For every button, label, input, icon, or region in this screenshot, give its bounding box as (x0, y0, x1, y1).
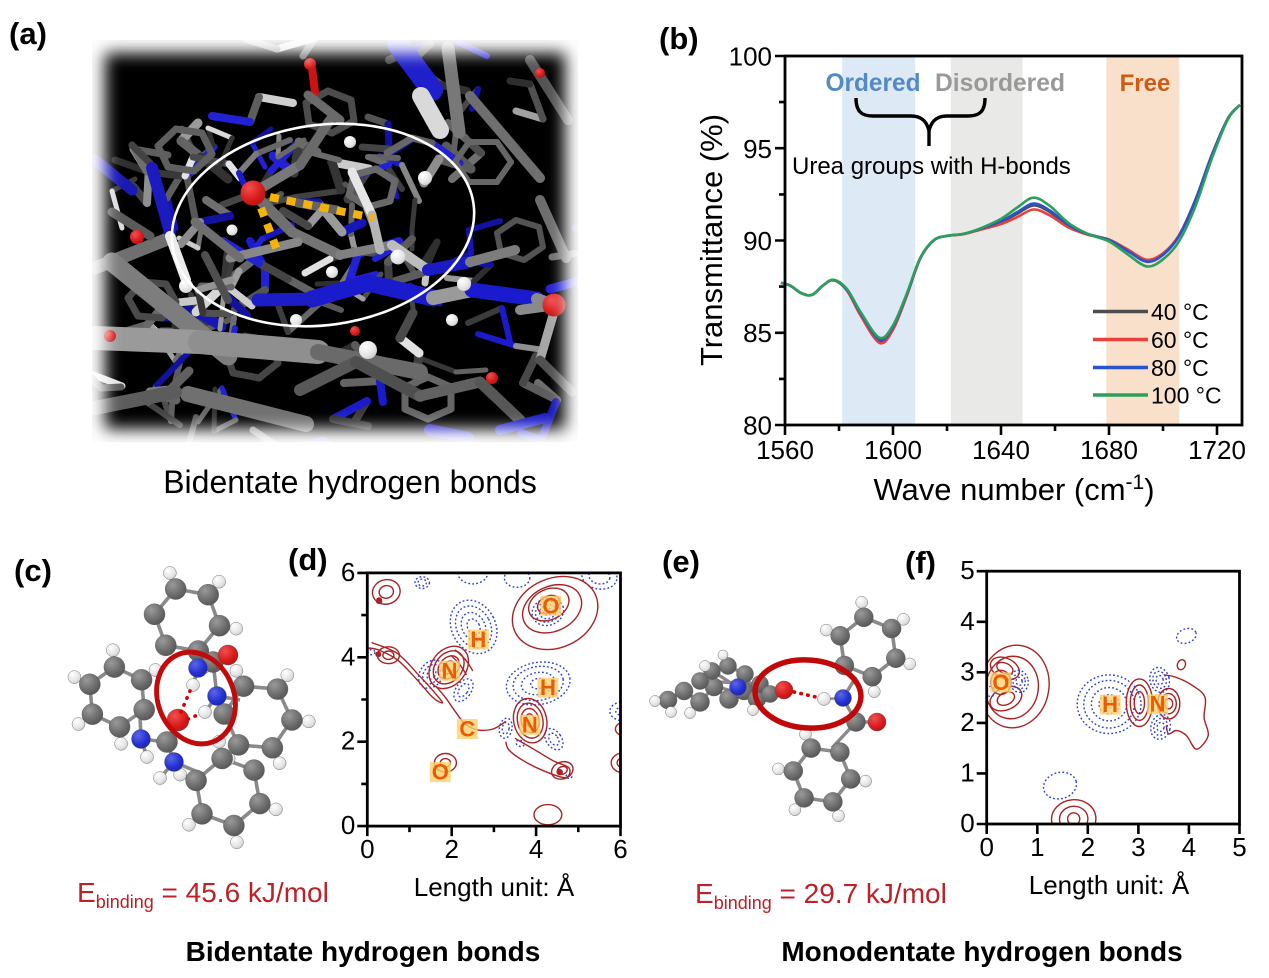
svg-text:Wave number (cm-1): Wave number (cm-1) (873, 471, 1154, 507)
svg-text:90: 90 (743, 226, 772, 256)
svg-text:3: 3 (1131, 832, 1145, 862)
svg-text:O: O (992, 670, 1009, 695)
svg-text:3: 3 (960, 656, 974, 686)
svg-text:85: 85 (743, 318, 772, 348)
svg-text:Bidentate hydrogen bonds: Bidentate hydrogen bonds (186, 936, 541, 967)
svg-text:(f): (f) (905, 545, 936, 580)
svg-text:Length unit: Å: Length unit: Å (414, 872, 575, 902)
svg-text:Length unit: Å: Length unit: Å (1029, 870, 1190, 900)
svg-text:(e): (e) (662, 544, 700, 579)
svg-text:5: 5 (960, 555, 974, 585)
svg-text:Transmittance (%): Transmittance (%) (694, 114, 729, 366)
svg-text:100 °C: 100 °C (1151, 383, 1222, 409)
svg-text:80: 80 (743, 411, 772, 441)
svg-text:1640: 1640 (972, 435, 1030, 465)
svg-text:0: 0 (341, 810, 355, 840)
svg-text:H: H (470, 627, 486, 652)
svg-text:(b): (b) (659, 21, 699, 56)
svg-text:Urea groups with H-bonds: Urea groups with H-bonds (792, 153, 1071, 180)
svg-text:6: 6 (613, 834, 627, 864)
svg-text:2: 2 (1081, 832, 1095, 862)
svg-text:1720: 1720 (1188, 435, 1246, 465)
svg-text:0: 0 (960, 808, 974, 838)
svg-text:0: 0 (979, 832, 993, 862)
svg-text:2: 2 (960, 707, 974, 737)
svg-text:N: N (522, 712, 538, 737)
svg-text:1680: 1680 (1080, 435, 1138, 465)
svg-text:N: N (1150, 692, 1166, 717)
svg-text:2: 2 (444, 834, 458, 864)
svg-text:4: 4 (960, 606, 974, 636)
svg-text:Ordered: Ordered (826, 69, 921, 97)
svg-text:(d): (d) (288, 542, 328, 577)
svg-text:100: 100 (729, 42, 772, 72)
svg-text:5: 5 (1232, 832, 1246, 862)
svg-text:6: 6 (341, 557, 355, 587)
svg-text:95: 95 (743, 134, 772, 164)
svg-text:(a): (a) (9, 16, 47, 51)
svg-text:1560: 1560 (756, 435, 814, 465)
svg-text:80 °C: 80 °C (1151, 355, 1209, 381)
svg-text:4: 4 (341, 641, 355, 671)
svg-text:Bidentate hydrogen bonds: Bidentate hydrogen bonds (163, 464, 537, 500)
svg-text:O: O (432, 760, 449, 785)
svg-text:(c): (c) (14, 553, 52, 588)
svg-text:4: 4 (529, 834, 543, 864)
svg-text:N: N (442, 658, 458, 683)
svg-text:0: 0 (360, 834, 374, 864)
svg-text:40 °C: 40 °C (1151, 299, 1209, 325)
svg-text:Monodentate hydrogen bonds: Monodentate hydrogen bonds (781, 936, 1182, 967)
svg-text:2: 2 (341, 726, 355, 756)
svg-text:C: C (459, 717, 475, 742)
svg-text:1: 1 (960, 757, 974, 787)
svg-text:O: O (542, 593, 559, 618)
svg-text:4: 4 (1182, 832, 1196, 862)
svg-text:Ebinding = 29.7 kJ/mol: Ebinding = 29.7 kJ/mol (695, 878, 947, 913)
svg-text:H: H (540, 675, 556, 700)
svg-text:Free: Free (1120, 70, 1171, 97)
svg-text:Ebinding = 45.6 kJ/mol: Ebinding = 45.6 kJ/mol (77, 877, 329, 912)
svg-text:Disordered: Disordered (935, 69, 1065, 97)
svg-text:60 °C: 60 °C (1151, 327, 1209, 353)
svg-text:1600: 1600 (864, 435, 922, 465)
svg-text:1: 1 (1030, 832, 1044, 862)
svg-text:H: H (1102, 692, 1118, 717)
